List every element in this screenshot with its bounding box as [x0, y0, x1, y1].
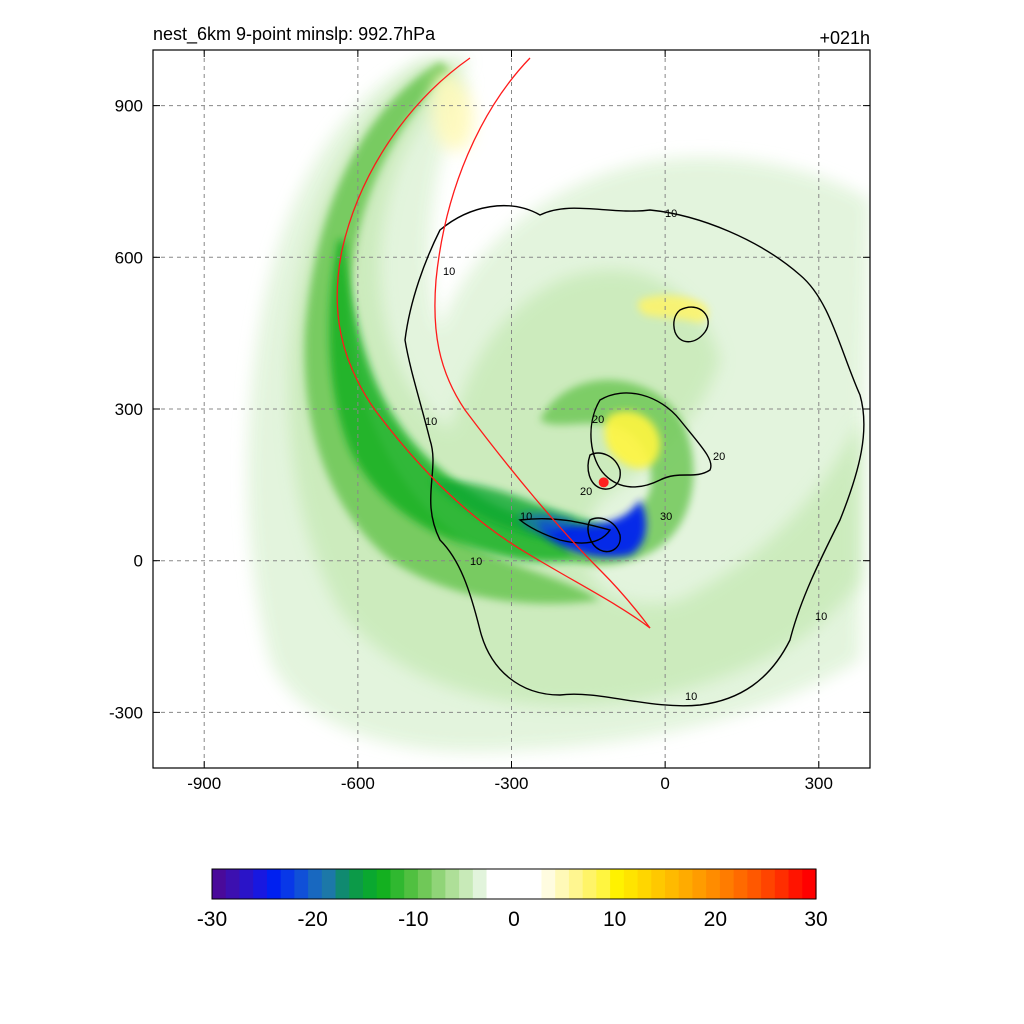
contour-label: 20 [580, 486, 592, 498]
inner-green-spiral [540, 380, 694, 566]
colorbar-tick-label: -30 [197, 908, 227, 931]
colorbar-swatch [376, 869, 392, 899]
colorbar-swatch [390, 869, 405, 899]
colorbar-swatch [706, 869, 721, 899]
colorbar-tick-label: 30 [804, 908, 827, 931]
contour-label: 10 [815, 611, 827, 623]
colorbar-swatch [678, 869, 694, 899]
colorbar-swatch [486, 869, 501, 899]
contour-label: 30 [660, 511, 672, 523]
black-contours [404, 204, 865, 707]
colorbar-swatch [459, 869, 474, 899]
colorbar-swatch [747, 869, 762, 899]
colorbar-swatch [623, 869, 639, 899]
contour-label: 10 [520, 511, 532, 523]
colorbar-swatch [417, 869, 433, 899]
center-marker-layer [598, 477, 609, 488]
contour-10-inner-band [518, 517, 612, 544]
colorbar-swatch [321, 869, 337, 899]
colorbar-frame [211, 868, 817, 900]
colorbar-swatch [280, 869, 295, 899]
colorbar-swatch [294, 869, 309, 899]
contour-label: 10 [425, 416, 437, 428]
colorbar-tick-label: 0 [508, 908, 520, 931]
x-tick-label: -300 [494, 774, 528, 793]
colorbar-swatch [253, 869, 268, 899]
colorbar-swatch [788, 869, 803, 899]
y-tick-label: 300 [115, 400, 143, 419]
contour-20-core [587, 452, 621, 490]
colorbar-swatch [212, 869, 227, 899]
colorbar-swatch [733, 869, 748, 899]
contour-hook [673, 306, 709, 343]
colorbar-tick-label: 20 [704, 908, 727, 931]
colorbar-swatch [225, 869, 241, 899]
colorbar-swatch [527, 869, 543, 899]
colorbar-tick-label: -20 [297, 908, 327, 931]
colorbar-swatch [802, 869, 817, 899]
colorbar-swatch [239, 869, 254, 899]
contour-label: 20 [713, 451, 725, 463]
green-arc-core [329, 240, 640, 562]
colorbar: -30 -20 -10 0 10 20 30 [197, 868, 828, 931]
red-arc-inner [434, 57, 651, 629]
colorbar-swatch [637, 869, 652, 899]
contour-label: 10 [665, 208, 677, 220]
y-tick-label: -300 [109, 703, 143, 722]
yellow-patch-center [604, 411, 661, 469]
contour-label: 10 [443, 266, 455, 278]
yellow-patch-upper [432, 70, 474, 151]
colorbar-swatch [335, 869, 350, 899]
colorbar-swatch [610, 869, 625, 899]
colorbar-swatch [665, 869, 680, 899]
colorbar-swatch [514, 869, 529, 899]
storm-center-marker [598, 477, 609, 488]
colorbar-swatch [596, 869, 611, 899]
contour-labels: 10 10 10 10 10 10 10 20 20 20 30 [425, 208, 827, 703]
colorbar-swatch [761, 869, 776, 899]
colorbar-swatch [541, 869, 556, 899]
x-tick-label: -900 [187, 774, 221, 793]
contour-label: 10 [685, 691, 697, 703]
contour-30-core [587, 517, 621, 553]
colorbar-swatch [266, 869, 282, 899]
y-tick-label: 0 [134, 552, 143, 571]
colorbar-tick-label: 10 [603, 908, 626, 931]
colorbar-swatch [349, 869, 364, 899]
contour-label: 10 [470, 556, 482, 568]
axes: -900 -600 -300 0 300 -300 0 300 600 900 [109, 49, 871, 793]
contour-20-ring [590, 392, 712, 488]
yellow-patch-north [637, 295, 708, 323]
colorbar-swatch [692, 869, 707, 899]
x-tick-label: 0 [660, 774, 669, 793]
colorbar-swatch [568, 869, 584, 899]
x-tick-label: -600 [341, 774, 375, 793]
colorbar-swatch [774, 869, 790, 899]
colorbar-swatch [404, 869, 419, 899]
colorbar-swatch [719, 869, 735, 899]
colorbar-swatch [445, 869, 460, 899]
filled-field [247, 60, 870, 752]
forecast-hour-label: +021h [819, 28, 870, 48]
colorbar-swatch [472, 869, 488, 899]
colorbar-swatch [651, 869, 666, 899]
y-tick-label: 600 [115, 248, 143, 267]
x-tick-label: 300 [805, 774, 833, 793]
colorbar-swatch [500, 869, 515, 899]
colorbar-swatch [308, 869, 323, 899]
red-track-arcs [336, 57, 651, 629]
colorbar-swatch [555, 869, 570, 899]
y-tick-label: 900 [115, 97, 143, 116]
colorbar-swatch [431, 869, 446, 899]
chart-title: nest_6km 9-point minslp: 992.7hPa [153, 24, 436, 45]
contour-label: 20 [592, 414, 604, 426]
colorbar-swatch [582, 869, 597, 899]
contour-10-outer [404, 204, 865, 707]
colorbar-tick-label: -10 [398, 908, 428, 931]
red-arc-outer [336, 57, 651, 629]
colorbar-swatch [363, 869, 378, 899]
